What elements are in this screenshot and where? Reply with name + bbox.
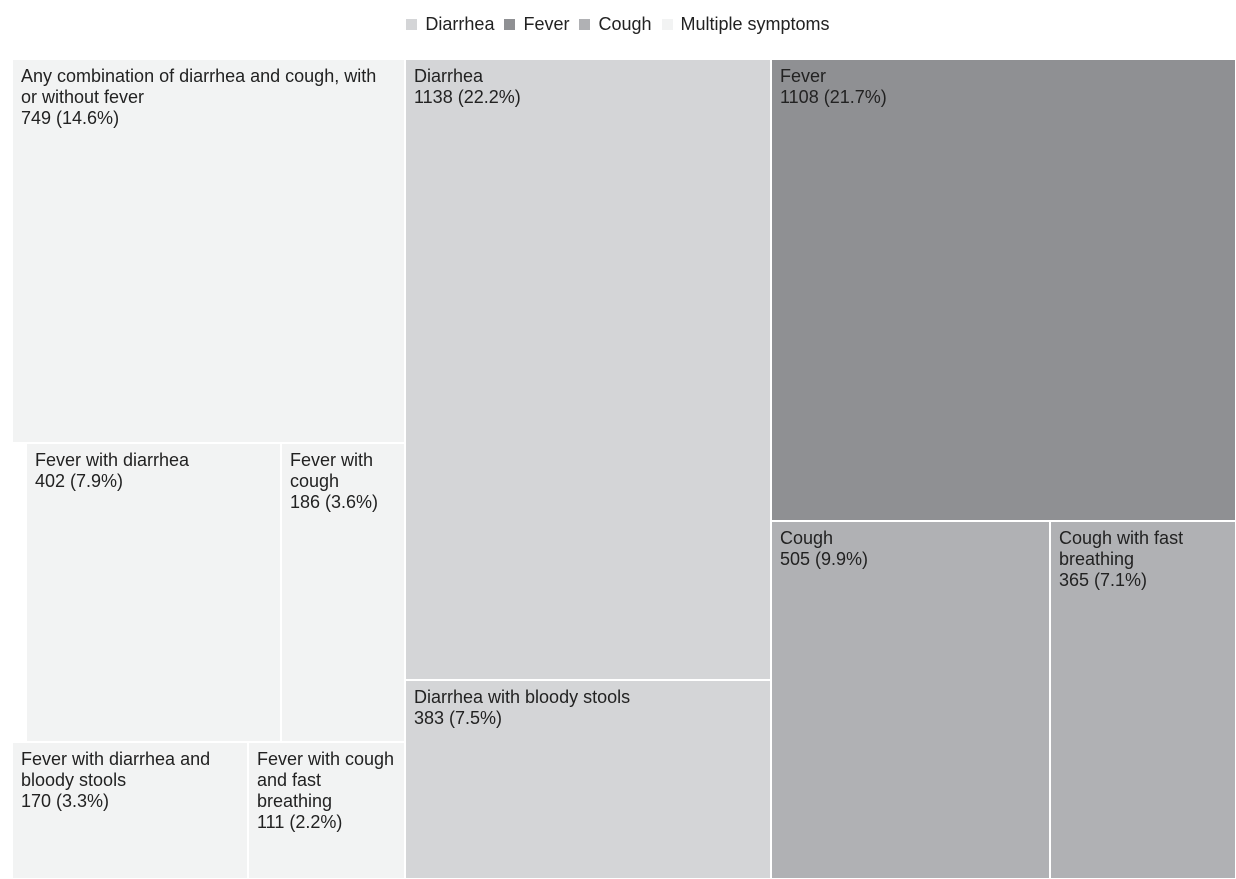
treemap-cell-label: Cough with fast breathing [1059,528,1184,569]
treemap-cell-value: 402 (7.9%) [35,471,124,491]
treemap-cell: Fever 1108 (21.7%) [771,59,1236,521]
treemap-cell-value: 749 (14.6%) [21,108,120,128]
treemap-cell-value: 365 (7.1%) [1059,570,1148,590]
treemap-cell-value: 170 (3.3%) [21,791,110,811]
treemap-cell-label: Diarrhea with bloody stools [414,687,631,707]
legend-swatch-multiple-symptoms [661,18,673,30]
treemap-cell-label: Fever with cough [290,450,374,491]
legend-item-fever: Fever [504,14,569,35]
chart-legend: Diarrhea Fever Cough Multiple symptoms [0,12,1236,36]
treemap-cell-value: 505 (9.9%) [780,549,869,569]
treemap-cell: Cough 505 (9.9%) [771,521,1050,879]
treemap-cell: Cough with fast breathing 365 (7.1%) [1050,521,1236,879]
treemap-cell-label: Fever [780,66,827,86]
treemap-cell-value: 186 (3.6%) [290,492,379,512]
legend-label-fever: Fever [523,13,570,34]
treemap-cell-value: 111 (2.2%) [257,812,343,832]
treemap-cell: Diarrhea 1138 (22.2%) [405,59,771,680]
treemap-cell-value: 383 (7.5%) [414,708,503,728]
treemap-cell: Fever with cough and fast breathing 111 (… [248,742,405,879]
treemap-cell-label: Cough [780,528,834,548]
treemap-cell: Fever with cough 186 (3.6%) [281,443,405,742]
legend-item-diarrhea: Diarrhea [406,14,494,35]
legend-swatch-diarrhea [406,18,418,30]
legend-label-multiple-symptoms: Multiple symptoms [680,13,830,34]
legend-label-cough: Cough [598,13,652,34]
treemap-cell: Any combination of diarrhea and cough, w… [12,59,405,443]
treemap-cell: Diarrhea with bloody stools 383 (7.5%) [405,680,771,879]
treemap-cell-label: Any combination of diarrhea and cough, w… [21,66,377,107]
legend-item-cough: Cough [579,13,652,35]
treemap-cell-value: 1138 (22.2%) [414,87,521,107]
treemap-cell-label: Fever with diarrhea and bloody stools [21,749,211,790]
legend-swatch-cough [579,18,591,30]
treemap-cell-label: Diarrhea [414,66,484,86]
legend-swatch-fever [504,18,516,30]
treemap-cell-label: Fever with cough and fast breathing [257,749,395,811]
treemap-cell: Fever with diarrhea and bloody stools 170… [12,742,248,879]
legend-item-multiple-symptoms: Multiple symptoms [661,13,830,35]
legend-label-diarrhea: Diarrhea [425,13,495,34]
treemap-cell-label: Fever with diarrhea [35,450,190,470]
treemap-cell: Fever with diarrhea 402 (7.9%) [26,443,281,742]
treemap-cell-value: 1108 (21.7%) [780,87,887,107]
